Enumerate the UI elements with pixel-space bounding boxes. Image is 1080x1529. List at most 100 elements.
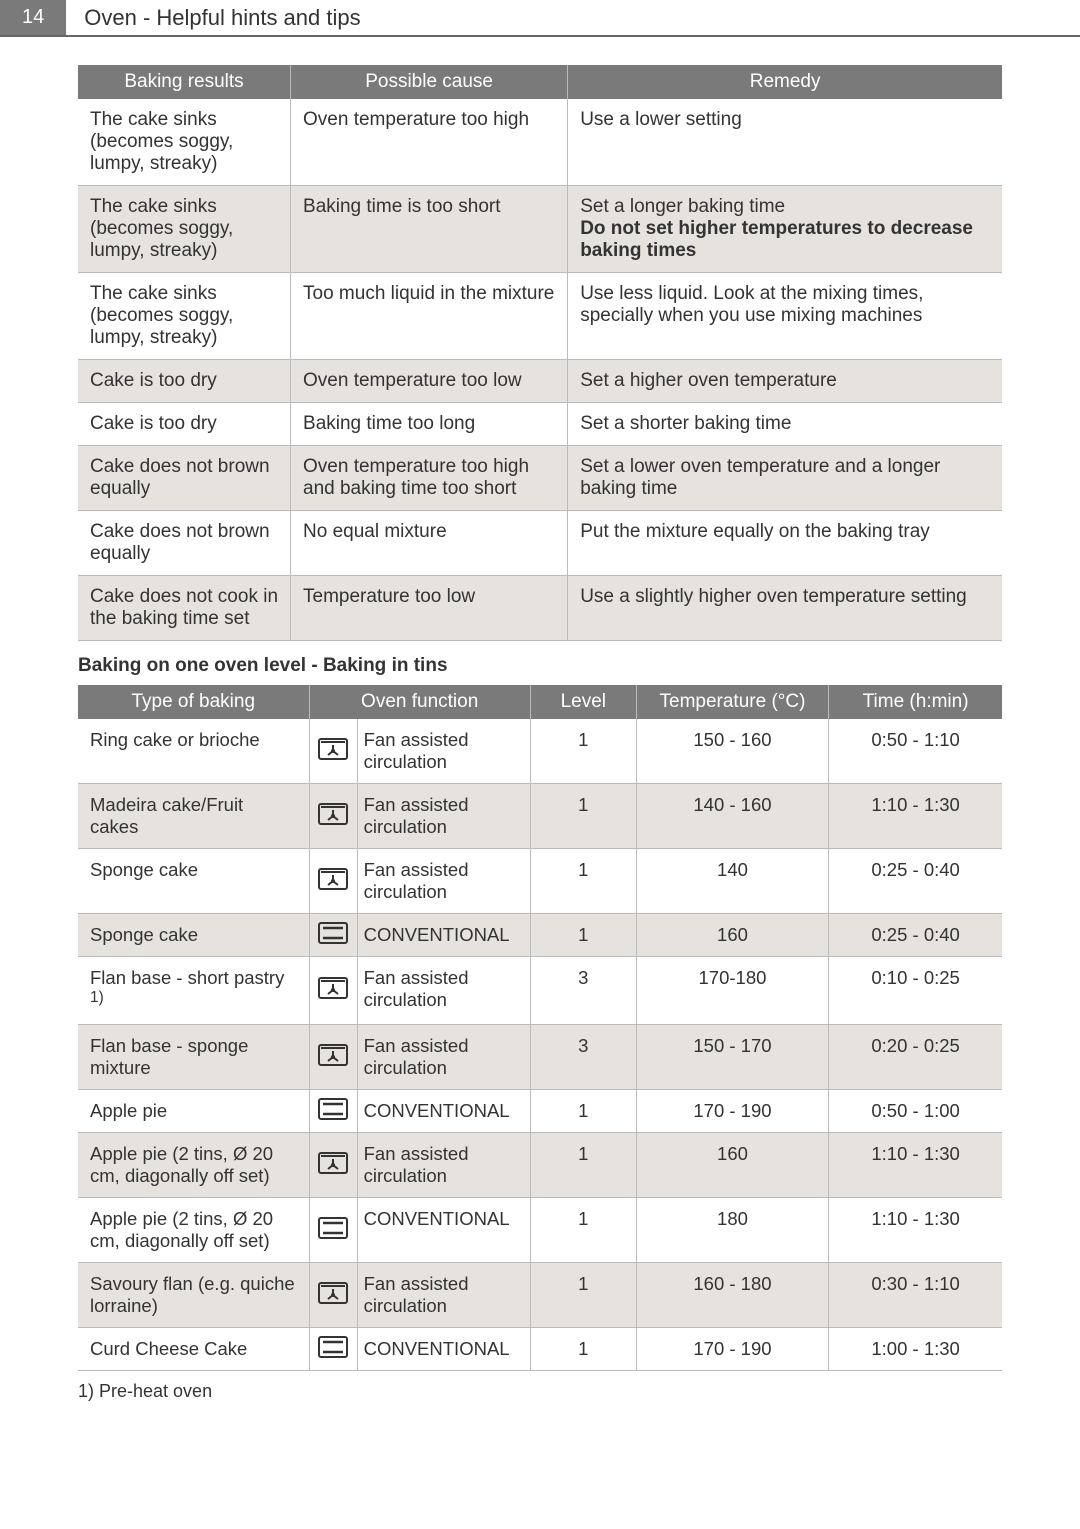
t2-header-time: Time (h:min) bbox=[829, 685, 1002, 719]
cell-temp: 170-180 bbox=[636, 957, 829, 1025]
cell-time: 0:30 - 1:10 bbox=[829, 1263, 1002, 1328]
cell-function: Fan assisted circulation bbox=[357, 957, 530, 1025]
cell-function: Fan assisted circulation bbox=[357, 1133, 530, 1198]
cell-type: Sponge cake bbox=[78, 914, 309, 957]
table-row: Ring cake or brioche Fan assisted circula… bbox=[78, 719, 1002, 784]
cell-function: Fan assisted circulation bbox=[357, 719, 530, 784]
cell-result: Cake does not brown equally bbox=[78, 511, 291, 576]
cell-result: Cake is too dry bbox=[78, 403, 291, 446]
cell-temp: 150 - 160 bbox=[636, 719, 829, 784]
fan-circulation-icon bbox=[309, 1025, 357, 1090]
cell-result: The cake sinks (becomes soggy, lumpy, st… bbox=[78, 99, 291, 186]
table-row: Flan base - short pastry 1) Fan assisted … bbox=[78, 957, 1002, 1025]
t2-header-type: Type of baking bbox=[78, 685, 309, 719]
table-row: Cake is too dryBaking time too longSet a… bbox=[78, 403, 1002, 446]
table-row: Cake is too dryOven temperature too lowS… bbox=[78, 360, 1002, 403]
cell-function: CONVENTIONAL bbox=[357, 914, 530, 957]
fan-circulation-icon bbox=[309, 957, 357, 1025]
table-row: Cake does not cook in the baking time se… bbox=[78, 576, 1002, 641]
table-row: Sponge cakeFan assisted circulation11400… bbox=[78, 849, 1002, 914]
cell-type: Flan base - short pastry 1) bbox=[78, 957, 309, 1025]
cell-function: Fan assisted circulation bbox=[357, 784, 530, 849]
cell-function: CONVENTIONAL bbox=[357, 1198, 530, 1263]
cell-function: CONVENTIONAL bbox=[357, 1328, 530, 1371]
table-row: Savoury flan (e.g. quiche lorraine) Fan a… bbox=[78, 1263, 1002, 1328]
cell-time: 1:10 - 1:30 bbox=[829, 1133, 1002, 1198]
cell-remedy: Set a longer baking timeDo not set highe… bbox=[568, 186, 1002, 273]
t1-header-remedy: Remedy bbox=[568, 65, 1002, 99]
table-row: The cake sinks (becomes soggy, lumpy, st… bbox=[78, 273, 1002, 360]
cell-time: 0:25 - 0:40 bbox=[829, 914, 1002, 957]
cell-type: Savoury flan (e.g. quiche lorraine) bbox=[78, 1263, 309, 1328]
cell-level: 1 bbox=[530, 1263, 636, 1328]
cell-result: Cake does not brown equally bbox=[78, 446, 291, 511]
cell-function: Fan assisted circulation bbox=[357, 1263, 530, 1328]
t2-header-func: Oven function bbox=[309, 685, 530, 719]
cell-function: Fan assisted circulation bbox=[357, 1025, 530, 1090]
cell-temp: 140 bbox=[636, 849, 829, 914]
cell-temp: 140 - 160 bbox=[636, 784, 829, 849]
table-row: Apple pieCONVENTIONAL1170 - 1900:50 - 1:… bbox=[78, 1090, 1002, 1133]
table-row: Apple pie (2 tins, Ø 20 cm, diagonally o… bbox=[78, 1198, 1002, 1263]
table-row: Cake does not brown equallyNo equal mixt… bbox=[78, 511, 1002, 576]
cell-time: 1:10 - 1:30 bbox=[829, 1198, 1002, 1263]
cell-time: 0:20 - 0:25 bbox=[829, 1025, 1002, 1090]
cell-remedy: Set a shorter baking time bbox=[568, 403, 1002, 446]
table-row: The cake sinks (becomes soggy, lumpy, st… bbox=[78, 99, 1002, 186]
cell-level: 1 bbox=[530, 784, 636, 849]
cell-temp: 150 - 170 bbox=[636, 1025, 829, 1090]
cell-level: 1 bbox=[530, 1090, 636, 1133]
cell-type: Apple pie (2 tins, Ø 20 cm, diagonally o… bbox=[78, 1198, 309, 1263]
cell-remedy: Set a higher oven temperature bbox=[568, 360, 1002, 403]
table-row: Cake does not brown equallyOven temperat… bbox=[78, 446, 1002, 511]
conventional-heat-icon bbox=[309, 1090, 357, 1133]
conventional-heat-icon bbox=[309, 1328, 357, 1371]
cell-temp: 160 - 180 bbox=[636, 1263, 829, 1328]
cell-type: Ring cake or brioche bbox=[78, 719, 309, 784]
sub-heading: Baking on one oven level - Baking in tin… bbox=[78, 655, 1002, 677]
table-row: Flan base - sponge mixtureFan assisted c… bbox=[78, 1025, 1002, 1090]
fan-circulation-icon bbox=[309, 719, 357, 784]
cell-remedy: Set a lower oven temperature and a longe… bbox=[568, 446, 1002, 511]
cell-time: 0:10 - 0:25 bbox=[829, 957, 1002, 1025]
cell-level: 1 bbox=[530, 1133, 636, 1198]
cell-level: 1 bbox=[530, 1198, 636, 1263]
cell-time: 0:50 - 1:10 bbox=[829, 719, 1002, 784]
cell-result: The cake sinks (becomes soggy, lumpy, st… bbox=[78, 186, 291, 273]
cell-level: 1 bbox=[530, 719, 636, 784]
cell-type: Madeira cake/Fruit cakes bbox=[78, 784, 309, 849]
cell-level: 1 bbox=[530, 1328, 636, 1371]
cell-level: 1 bbox=[530, 914, 636, 957]
cell-time: 1:00 - 1:30 bbox=[829, 1328, 1002, 1371]
cell-cause: Oven temperature too high bbox=[291, 99, 568, 186]
table-row: Curd Cheese Cake CONVENTIONAL1170 - 1901:… bbox=[78, 1328, 1002, 1371]
cell-cause: Baking time too long bbox=[291, 403, 568, 446]
cell-cause: Temperature too low bbox=[291, 576, 568, 641]
cell-temp: 160 bbox=[636, 914, 829, 957]
cell-result: Cake does not cook in the baking time se… bbox=[78, 576, 291, 641]
cell-time: 0:50 - 1:00 bbox=[829, 1090, 1002, 1133]
page-number: 14 bbox=[0, 0, 66, 35]
cell-function: CONVENTIONAL bbox=[357, 1090, 530, 1133]
cell-time: 1:10 - 1:30 bbox=[829, 784, 1002, 849]
cell-cause: Too much liquid in the mixture bbox=[291, 273, 568, 360]
cell-temp: 170 - 190 bbox=[636, 1328, 829, 1371]
cell-level: 1 bbox=[530, 849, 636, 914]
cell-cause: No equal mixture bbox=[291, 511, 568, 576]
cell-result: The cake sinks (becomes soggy, lumpy, st… bbox=[78, 273, 291, 360]
cell-type: Curd Cheese Cake bbox=[78, 1328, 309, 1371]
fan-circulation-icon bbox=[309, 1263, 357, 1328]
conventional-heat-icon bbox=[309, 1198, 357, 1263]
fan-circulation-icon bbox=[309, 784, 357, 849]
table-row: Madeira cake/Fruit cakes Fan assisted cir… bbox=[78, 784, 1002, 849]
t2-header-level: Level bbox=[530, 685, 636, 719]
table-row: The cake sinks (becomes soggy, lumpy, st… bbox=[78, 186, 1002, 273]
troubleshooting-table: Baking results Possible cause Remedy The… bbox=[78, 65, 1002, 641]
cell-time: 0:25 - 0:40 bbox=[829, 849, 1002, 914]
page-title: Oven - Helpful hints and tips bbox=[66, 5, 360, 31]
cell-remedy: Use a lower setting bbox=[568, 99, 1002, 186]
cell-result: Cake is too dry bbox=[78, 360, 291, 403]
cell-cause: Baking time is too short bbox=[291, 186, 568, 273]
footnote: 1) Pre-heat oven bbox=[78, 1381, 1002, 1402]
cell-cause: Oven temperature too low bbox=[291, 360, 568, 403]
